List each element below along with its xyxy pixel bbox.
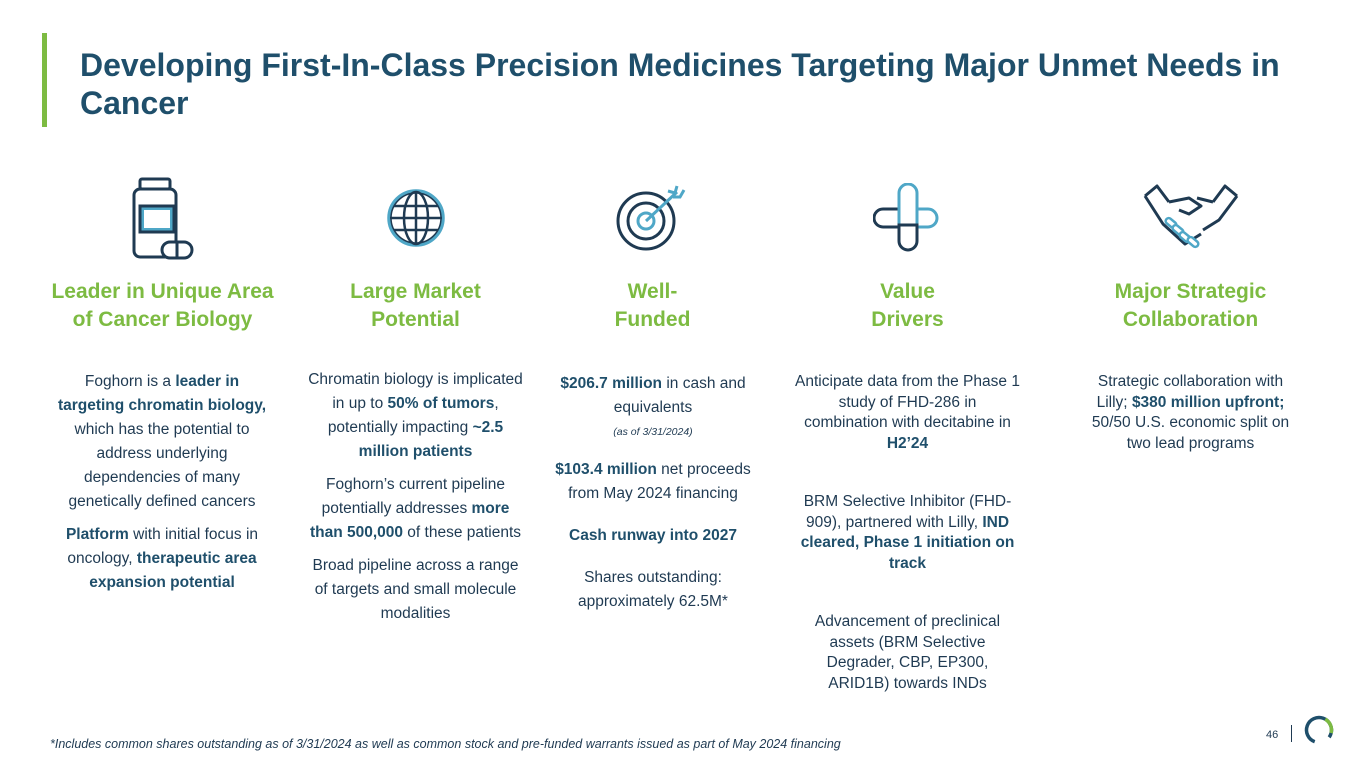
title-accent-bar bbox=[42, 33, 47, 127]
page-number-divider bbox=[1291, 725, 1292, 742]
capsule-cross-icon bbox=[872, 183, 938, 252]
column-collaboration: Major Strategic Collaboration bbox=[1068, 168, 1313, 334]
column-leader-body: Foghorn is a leader in targeting chromat… bbox=[57, 373, 267, 591]
page-number: 46 bbox=[1266, 729, 1279, 741]
logo-ring-icon bbox=[1304, 715, 1334, 745]
target-icon bbox=[616, 185, 685, 251]
column-market-body: Chromatin biology is implicated in up to… bbox=[308, 371, 523, 622]
column-heading: Large Market Potential bbox=[350, 280, 481, 331]
column-heading: Value Drivers bbox=[871, 280, 944, 331]
column-heading: Well- Funded bbox=[614, 280, 691, 331]
column-heading: Major Strategic Collaboration bbox=[1114, 280, 1267, 331]
column-funded-body: $206.7 million in cash and equivalents (… bbox=[555, 375, 751, 610]
column-value: Value Drivers bbox=[785, 168, 1030, 334]
column-funded: Well- Funded bbox=[530, 168, 775, 334]
column-collaboration-body: Strategic collaboration with Lilly; $380… bbox=[1091, 373, 1290, 452]
footnote: *Includes common shares outstanding as o… bbox=[50, 737, 841, 751]
pill-bottle-icon bbox=[132, 177, 193, 259]
globe-icon bbox=[386, 189, 445, 247]
column-market: Large Market Potential bbox=[293, 168, 538, 334]
handshake-icon bbox=[1143, 184, 1238, 249]
page-title: Developing First-In-Class Precision Medi… bbox=[80, 47, 1280, 121]
column-value-body: Anticipate data from the Phase 1 study o… bbox=[795, 373, 1020, 692]
column-leader: Leader in Unique Area of Cancer Biology bbox=[40, 168, 285, 334]
column-heading: Leader in Unique Area of Cancer Biology bbox=[51, 280, 274, 331]
